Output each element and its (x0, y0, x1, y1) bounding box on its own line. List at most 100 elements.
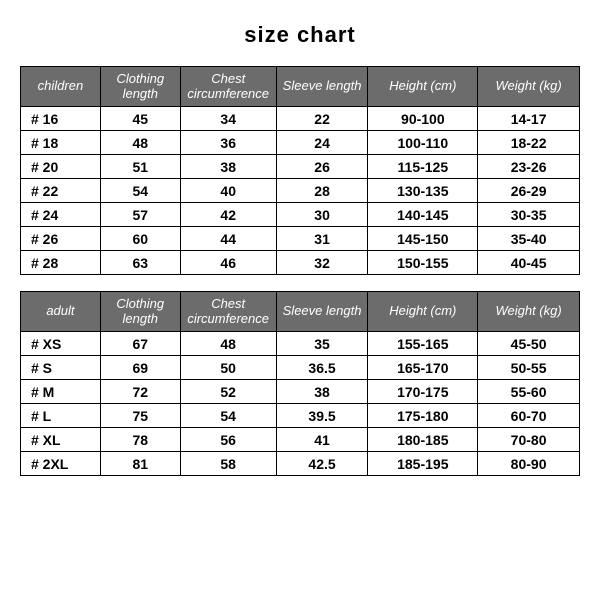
adult-table: adult Clothing length Chest circumferenc… (20, 291, 580, 476)
data-cell: 145-150 (368, 227, 478, 251)
data-cell: 30-35 (478, 203, 580, 227)
data-cell: 55-60 (478, 380, 580, 404)
size-cell: # M (21, 380, 101, 404)
size-cell: # 20 (21, 155, 101, 179)
size-cell: # 2XL (21, 452, 101, 476)
data-cell: 165-170 (368, 356, 478, 380)
adult-body: # XS 67 48 35 155-165 45-50 # S 69 50 36… (21, 332, 580, 476)
data-cell: 45 (100, 107, 180, 131)
data-cell: 28 (276, 179, 368, 203)
col-sleeve-length: Sleeve length (276, 292, 368, 332)
data-cell: 46 (180, 251, 276, 275)
col-chest-circumference: Chest circumference (180, 67, 276, 107)
data-cell: 140-145 (368, 203, 478, 227)
size-cell: # 16 (21, 107, 101, 131)
data-cell: 70-80 (478, 428, 580, 452)
table-row: # 20 51 38 26 115-125 23-26 (21, 155, 580, 179)
adult-header-row: adult Clothing length Chest circumferenc… (21, 292, 580, 332)
data-cell: 18-22 (478, 131, 580, 155)
data-cell: 40 (180, 179, 276, 203)
table-row: # 2XL 81 58 42.5 185-195 80-90 (21, 452, 580, 476)
size-cell: # XL (21, 428, 101, 452)
data-cell: 32 (276, 251, 368, 275)
data-cell: 63 (100, 251, 180, 275)
page-title: size chart (244, 22, 356, 48)
table-row: # L 75 54 39.5 175-180 60-70 (21, 404, 580, 428)
data-cell: 44 (180, 227, 276, 251)
data-cell: 42 (180, 203, 276, 227)
data-cell: 38 (180, 155, 276, 179)
data-cell: 155-165 (368, 332, 478, 356)
size-cell: # L (21, 404, 101, 428)
data-cell: 115-125 (368, 155, 478, 179)
data-cell: 72 (100, 380, 180, 404)
children-body: # 16 45 34 22 90-100 14-17 # 18 48 36 24… (21, 107, 580, 275)
data-cell: 78 (100, 428, 180, 452)
data-cell: 34 (180, 107, 276, 131)
data-cell: 36.5 (276, 356, 368, 380)
data-cell: 40-45 (478, 251, 580, 275)
col-chest-circumference: Chest circumference (180, 292, 276, 332)
table-row: # 16 45 34 22 90-100 14-17 (21, 107, 580, 131)
data-cell: 67 (100, 332, 180, 356)
data-cell: 38 (276, 380, 368, 404)
data-cell: 14-17 (478, 107, 580, 131)
data-cell: 50 (180, 356, 276, 380)
data-cell: 39.5 (276, 404, 368, 428)
data-cell: 54 (180, 404, 276, 428)
data-cell: 69 (100, 356, 180, 380)
table-row: # XL 78 56 41 180-185 70-80 (21, 428, 580, 452)
data-cell: 100-110 (368, 131, 478, 155)
size-cell: # 22 (21, 179, 101, 203)
data-cell: 52 (180, 380, 276, 404)
data-cell: 175-180 (368, 404, 478, 428)
table-row: # 26 60 44 31 145-150 35-40 (21, 227, 580, 251)
data-cell: 48 (100, 131, 180, 155)
data-cell: 36 (180, 131, 276, 155)
data-cell: 90-100 (368, 107, 478, 131)
data-cell: 170-175 (368, 380, 478, 404)
data-cell: 45-50 (478, 332, 580, 356)
col-clothing-length: Clothing length (100, 292, 180, 332)
table-row: # 28 63 46 32 150-155 40-45 (21, 251, 580, 275)
data-cell: 30 (276, 203, 368, 227)
data-cell: 31 (276, 227, 368, 251)
col-sleeve-length: Sleeve length (276, 67, 368, 107)
data-cell: 58 (180, 452, 276, 476)
data-cell: 51 (100, 155, 180, 179)
data-cell: 54 (100, 179, 180, 203)
col-height: Height (cm) (368, 292, 478, 332)
data-cell: 75 (100, 404, 180, 428)
data-cell: 26-29 (478, 179, 580, 203)
adult-label-header: adult (21, 292, 101, 332)
size-cell: # 24 (21, 203, 101, 227)
size-cell: # 26 (21, 227, 101, 251)
data-cell: 180-185 (368, 428, 478, 452)
table-row: # M 72 52 38 170-175 55-60 (21, 380, 580, 404)
data-cell: 60-70 (478, 404, 580, 428)
data-cell: 60 (100, 227, 180, 251)
table-row: # XS 67 48 35 155-165 45-50 (21, 332, 580, 356)
data-cell: 22 (276, 107, 368, 131)
data-cell: 81 (100, 452, 180, 476)
data-cell: 80-90 (478, 452, 580, 476)
col-weight: Weight (kg) (478, 292, 580, 332)
children-header-row: children Clothing length Chest circumfer… (21, 67, 580, 107)
size-cell: # S (21, 356, 101, 380)
children-table: children Clothing length Chest circumfer… (20, 66, 580, 275)
size-cell: # XS (21, 332, 101, 356)
data-cell: 42.5 (276, 452, 368, 476)
data-cell: 48 (180, 332, 276, 356)
data-cell: 41 (276, 428, 368, 452)
col-weight: Weight (kg) (478, 67, 580, 107)
table-row: # 24 57 42 30 140-145 30-35 (21, 203, 580, 227)
data-cell: 130-135 (368, 179, 478, 203)
table-row: # S 69 50 36.5 165-170 50-55 (21, 356, 580, 380)
size-chart-page: size chart children Clothing length Ches… (0, 0, 600, 600)
data-cell: 23-26 (478, 155, 580, 179)
data-cell: 35-40 (478, 227, 580, 251)
data-cell: 35 (276, 332, 368, 356)
size-cell: # 18 (21, 131, 101, 155)
table-row: # 18 48 36 24 100-110 18-22 (21, 131, 580, 155)
data-cell: 50-55 (478, 356, 580, 380)
